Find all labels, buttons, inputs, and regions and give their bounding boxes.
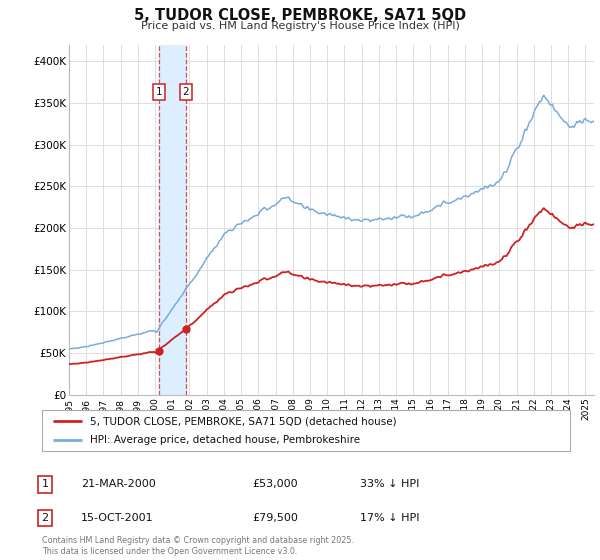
Text: 21-MAR-2000: 21-MAR-2000 [81,479,156,489]
Text: 5, TUDOR CLOSE, PEMBROKE, SA71 5QD (detached house): 5, TUDOR CLOSE, PEMBROKE, SA71 5QD (deta… [89,417,396,426]
Text: 1: 1 [41,479,49,489]
Text: £53,000: £53,000 [252,479,298,489]
Text: 33% ↓ HPI: 33% ↓ HPI [360,479,419,489]
Text: Contains HM Land Registry data © Crown copyright and database right 2025.
This d: Contains HM Land Registry data © Crown c… [42,536,354,556]
Bar [159,45,186,395]
Text: 1: 1 [155,87,162,97]
Text: HPI: Average price, detached house, Pembrokeshire: HPI: Average price, detached house, Pemb… [89,435,359,445]
Text: Price paid vs. HM Land Registry's House Price Index (HPI): Price paid vs. HM Land Registry's House … [140,21,460,31]
Text: 15-OCT-2001: 15-OCT-2001 [81,513,154,523]
Text: 2: 2 [182,87,189,97]
Text: 5, TUDOR CLOSE, PEMBROKE, SA71 5QD: 5, TUDOR CLOSE, PEMBROKE, SA71 5QD [134,8,466,24]
Text: 17% ↓ HPI: 17% ↓ HPI [360,513,419,523]
Text: 2: 2 [41,513,49,523]
Text: £79,500: £79,500 [252,513,298,523]
